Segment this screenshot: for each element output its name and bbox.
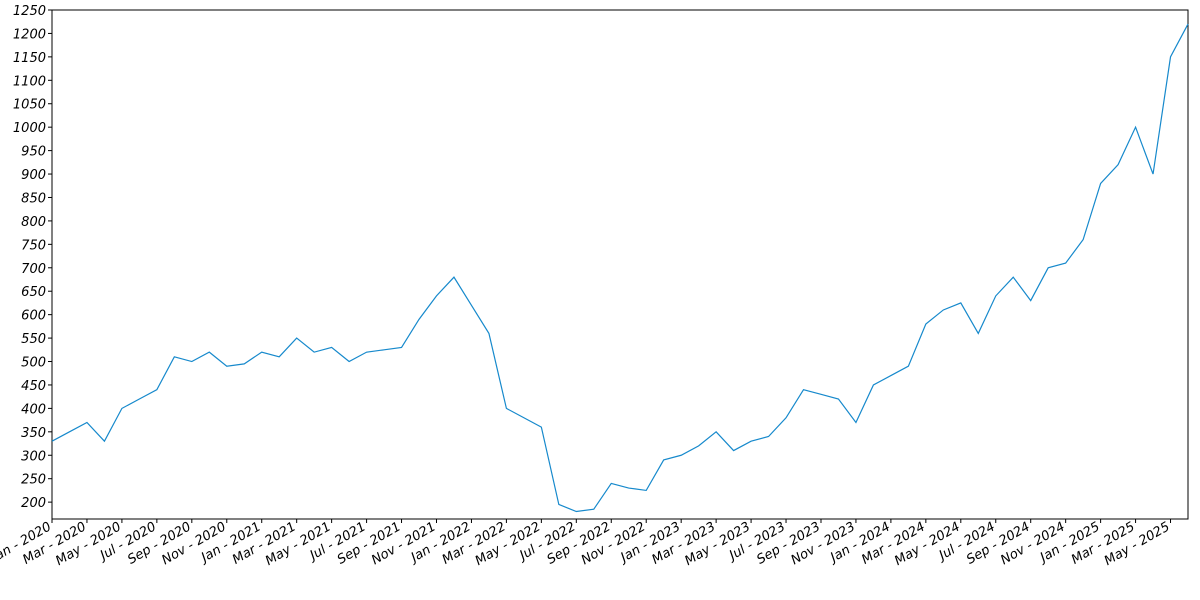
y-tick-label: 500 [21,356,46,371]
y-tick-label: 1000 [13,121,46,136]
y-tick-label: 650 [21,285,46,300]
y-tick-label: 350 [21,426,46,441]
y-tick-label: 1200 [13,27,46,42]
y-tick-label: 1050 [13,98,46,113]
y-tick-label: 250 [21,473,46,488]
y-tick-label: 1150 [13,51,46,66]
y-tick-label: 700 [21,262,46,277]
y-tick-label: 300 [21,449,46,464]
y-tick-label: 1100 [13,74,46,89]
y-tick-label: 550 [21,332,46,347]
y-tick-label: 750 [21,238,46,253]
price-line [51,23,1189,513]
y-tick-label: 900 [21,168,46,183]
y-tick-label: 200 [21,496,46,511]
y-tick-label: 450 [21,379,46,394]
plot-area [51,9,1189,520]
y-tick-label: 850 [21,191,46,206]
y-tick-label: 950 [21,145,46,160]
y-tick-label: 400 [21,402,46,417]
y-tick-label: 1250 [13,4,46,19]
y-tick-label: 600 [21,309,46,324]
y-tick-label: 800 [21,215,46,230]
